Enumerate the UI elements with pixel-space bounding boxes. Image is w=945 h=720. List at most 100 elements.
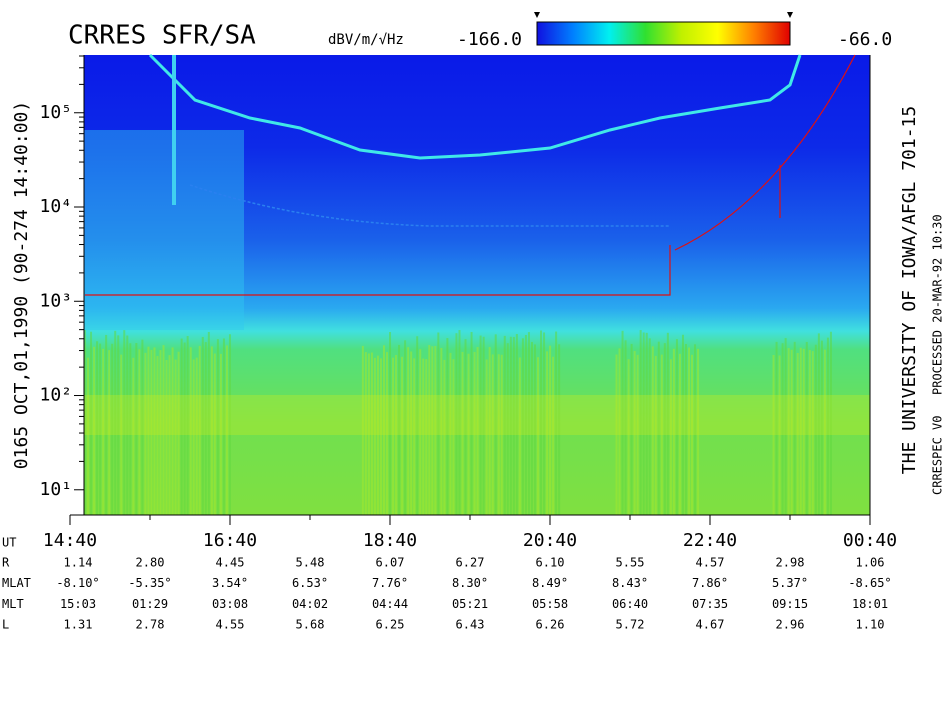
table-cell: 1.31 — [64, 618, 93, 632]
texture — [500, 354, 503, 515]
x-tick-label: 00:40 — [843, 530, 897, 551]
texture — [694, 344, 697, 515]
texture — [552, 356, 555, 515]
texture — [691, 354, 694, 515]
texture — [808, 350, 811, 515]
texture — [183, 342, 186, 515]
texture — [177, 351, 180, 515]
texture — [126, 335, 129, 515]
table-cell: 5.55 — [616, 556, 645, 570]
texture — [440, 347, 443, 515]
row-label: R — [2, 556, 10, 570]
texture — [497, 354, 500, 515]
texture — [87, 357, 90, 515]
texture — [829, 331, 832, 515]
chart-title: CRRES SFR/SA — [68, 21, 256, 51]
texture — [90, 331, 93, 515]
table-cell: 1.14 — [64, 556, 93, 570]
texture — [379, 358, 382, 515]
table-cell: 1.06 — [856, 556, 885, 570]
texture — [370, 352, 373, 515]
x-tick-label: 14:40 — [43, 530, 97, 551]
texture — [84, 330, 86, 515]
texture — [225, 345, 228, 515]
texture — [546, 351, 549, 515]
texture — [488, 347, 491, 515]
texture — [180, 338, 183, 515]
colorbar-tick-label: -66.0 — [838, 29, 892, 50]
texture — [503, 335, 506, 515]
texture — [470, 331, 473, 515]
texture — [494, 334, 497, 515]
texture — [820, 340, 823, 515]
texture — [84, 395, 870, 435]
texture — [204, 342, 207, 515]
texture — [666, 332, 669, 515]
colorbar-tick-label: -166.0 — [457, 29, 522, 50]
colorbar — [536, 21, 791, 46]
texture — [416, 336, 419, 515]
texture — [105, 334, 108, 515]
texture — [129, 343, 132, 515]
texture — [802, 348, 805, 515]
texture — [681, 334, 684, 515]
table-cell: 4.45 — [216, 556, 245, 570]
texture — [621, 330, 624, 515]
texture — [84, 130, 244, 330]
texture — [482, 336, 485, 515]
texture — [555, 331, 558, 515]
texture — [558, 344, 561, 515]
texture — [382, 345, 385, 515]
texture — [549, 345, 552, 515]
texture — [141, 339, 144, 515]
texture — [639, 330, 642, 515]
colorbar-label: dBV/m/√Hz — [328, 32, 404, 48]
texture — [192, 359, 195, 515]
y-tick-label: 10⁵ — [39, 102, 72, 123]
texture — [775, 341, 778, 515]
y-tick-label: 10² — [39, 385, 72, 406]
table-cell: 5.37° — [772, 576, 808, 590]
texture — [207, 331, 210, 515]
table-cell: 09:15 — [772, 597, 808, 611]
texture — [428, 345, 431, 515]
texture — [410, 351, 413, 515]
texture — [404, 340, 407, 515]
texture — [814, 344, 817, 515]
row-label: MLAT — [2, 576, 31, 590]
table-cell: 8.43° — [612, 576, 648, 590]
texture — [171, 347, 174, 515]
texture — [102, 348, 105, 515]
table-cell: 6.25 — [376, 618, 405, 632]
texture — [210, 346, 213, 515]
table-cell: 15:03 — [60, 597, 96, 611]
texture — [150, 349, 153, 515]
texture — [201, 336, 204, 515]
texture — [793, 341, 796, 515]
texture — [663, 343, 666, 515]
colorbar-tick — [534, 12, 540, 18]
table-cell: 06:40 — [612, 597, 648, 611]
table-cell: 04:44 — [372, 597, 408, 611]
texture — [93, 346, 96, 515]
texture — [392, 357, 395, 515]
texture — [446, 338, 449, 515]
table-cell: 6.53° — [292, 576, 328, 590]
texture — [784, 338, 787, 515]
texture — [114, 330, 117, 515]
texture — [672, 348, 675, 515]
texture — [678, 353, 681, 515]
texture — [636, 354, 639, 515]
table-cell: -8.10° — [56, 576, 99, 590]
right-label: THE UNIVERSITY OF IOWA/AFGL 701-15 — [899, 106, 920, 474]
texture — [398, 344, 401, 515]
table-cell: 05:21 — [452, 597, 488, 611]
texture — [120, 354, 123, 515]
table-cell: 18:01 — [852, 597, 888, 611]
table-cell: 4.67 — [696, 618, 725, 632]
texture — [123, 330, 126, 515]
texture — [540, 330, 543, 515]
texture — [512, 336, 515, 515]
texture — [373, 357, 376, 515]
